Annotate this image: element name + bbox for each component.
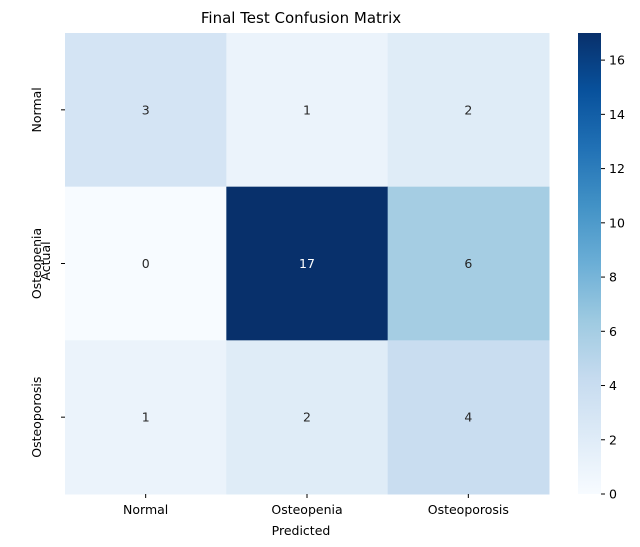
x-tick-label: Osteopenia (271, 502, 342, 517)
heatmap-cell-value: 0 (142, 256, 150, 271)
heatmap-cell-value: 17 (299, 256, 315, 271)
heatmap-cell (387, 33, 550, 188)
heatmap-cell (226, 186, 389, 341)
colorbar-tick-label: 10 (609, 215, 625, 230)
y-axis-label: Actual (38, 241, 53, 280)
x-tick-label: Osteoporosis (428, 502, 509, 517)
y-axis-ticks: Normal Osteopenia Osteoporosis (29, 87, 65, 458)
heatmap-cell-labels: 3 1 2 0 17 6 1 2 4 (142, 102, 473, 424)
x-axis-label: Predicted (272, 523, 331, 538)
heatmap-cell (65, 340, 227, 495)
heatmap-cell-value: 4 (464, 410, 472, 425)
x-axis-ticks: Normal Osteopenia Osteoporosis (123, 494, 509, 517)
x-tick-label: Normal (123, 502, 168, 517)
colorbar-tick-label: 16 (609, 53, 625, 68)
heatmap-cell-value: 2 (303, 410, 311, 425)
colorbar-tick-label: 4 (609, 378, 617, 393)
colorbar-tick-label: 8 (609, 270, 617, 285)
colorbar (578, 33, 601, 494)
colorbar-tick-label: 14 (609, 107, 625, 122)
heatmap-cell-value: 3 (142, 102, 150, 117)
heatmap-cell (387, 186, 550, 341)
heatmap-cell-value: 6 (464, 256, 472, 271)
chart-title: Final Test Confusion Matrix (201, 9, 401, 27)
y-tick-label: Osteoporosis (29, 377, 44, 458)
y-tick-label: Normal (29, 87, 44, 132)
heatmap-cell (65, 33, 227, 188)
colorbar-tick-label: 2 (609, 432, 617, 447)
colorbar-tick-label: 6 (609, 324, 617, 339)
heatmap-cell-value: 1 (142, 410, 150, 425)
colorbar-ticks: 0 2 4 6 8 10 12 14 16 (601, 53, 625, 502)
heatmap-cell (226, 340, 389, 495)
y-tick-label: Osteopenia (29, 228, 44, 299)
colorbar-tick-label: 0 (609, 487, 617, 502)
heatmap-cell-value: 2 (464, 102, 472, 117)
heatmap-cells (65, 33, 550, 495)
heatmap-cell (226, 33, 389, 188)
heatmap-cell-value: 1 (303, 102, 311, 117)
colorbar-tick-label: 12 (609, 161, 625, 176)
heatmap-cell (387, 340, 550, 495)
heatmap-cell (65, 186, 227, 341)
